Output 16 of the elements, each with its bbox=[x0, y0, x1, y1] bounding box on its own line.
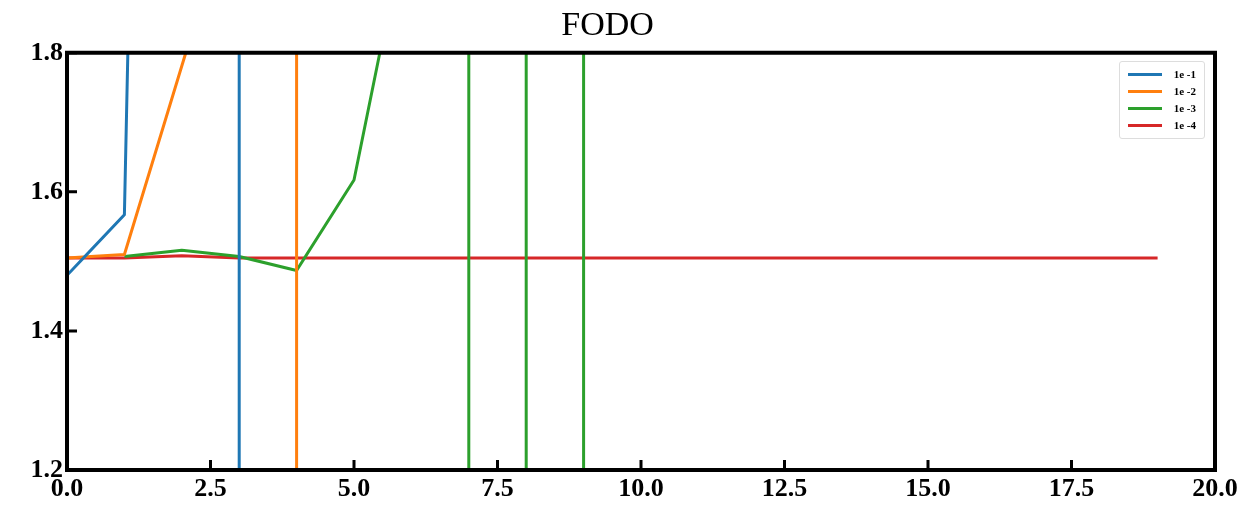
y-tick-label: 1.8 bbox=[30, 36, 63, 66]
x-tick-label: 7.5 bbox=[481, 473, 514, 503]
legend-label: 1e -2 bbox=[1173, 85, 1196, 98]
y-tick-label: 1.4 bbox=[30, 314, 63, 344]
x-tick-label: 15.0 bbox=[905, 473, 951, 503]
x-tick-label: 5.0 bbox=[337, 473, 371, 503]
chart-title: FODO bbox=[561, 5, 654, 43]
legend-label: 1e -3 bbox=[1173, 102, 1196, 115]
legend-label: 1e -4 bbox=[1173, 119, 1196, 132]
legend-label: 1e -1 bbox=[1173, 68, 1196, 81]
x-tick-label: 2.5 bbox=[194, 473, 227, 503]
y-tick-label: 1.6 bbox=[30, 175, 63, 205]
x-tick-label: 20.0 bbox=[1192, 473, 1238, 503]
x-tick-label: 17.5 bbox=[1048, 473, 1095, 503]
x-tick-label: 12.5 bbox=[761, 473, 808, 503]
x-tick-label: 10.0 bbox=[618, 473, 664, 503]
